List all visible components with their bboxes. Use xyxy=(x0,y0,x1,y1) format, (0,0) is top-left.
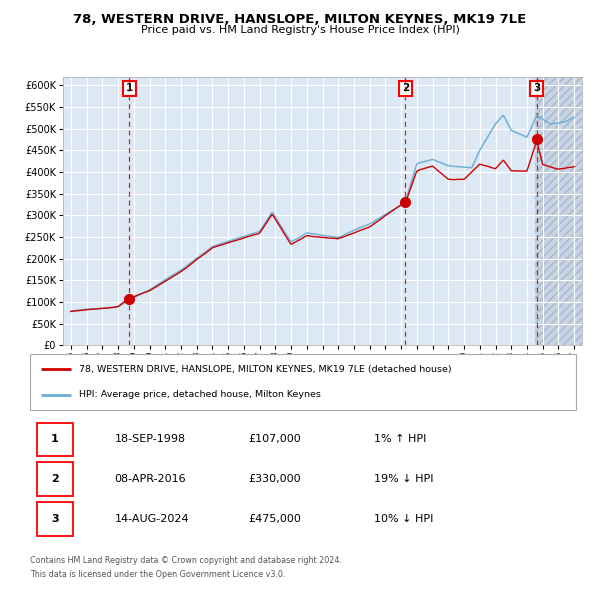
Text: 08-APR-2016: 08-APR-2016 xyxy=(115,474,186,484)
Text: 19% ↓ HPI: 19% ↓ HPI xyxy=(374,474,433,484)
FancyBboxPatch shape xyxy=(30,354,576,410)
Text: 14-AUG-2024: 14-AUG-2024 xyxy=(115,514,189,525)
FancyBboxPatch shape xyxy=(37,422,73,457)
Text: 3: 3 xyxy=(51,514,59,525)
Text: 1: 1 xyxy=(126,83,133,93)
Bar xyxy=(535,77,582,345)
Text: 1: 1 xyxy=(51,434,59,444)
Text: Price paid vs. HM Land Registry's House Price Index (HPI): Price paid vs. HM Land Registry's House … xyxy=(140,25,460,35)
Text: £107,000: £107,000 xyxy=(248,434,301,444)
Text: £475,000: £475,000 xyxy=(248,514,301,525)
Text: 1% ↑ HPI: 1% ↑ HPI xyxy=(374,434,427,444)
FancyBboxPatch shape xyxy=(37,502,73,536)
FancyBboxPatch shape xyxy=(37,463,73,496)
Text: Contains HM Land Registry data © Crown copyright and database right 2024.: Contains HM Land Registry data © Crown c… xyxy=(30,556,342,565)
Text: 18-SEP-1998: 18-SEP-1998 xyxy=(115,434,186,444)
Text: 10% ↓ HPI: 10% ↓ HPI xyxy=(374,514,433,525)
Text: 3: 3 xyxy=(533,83,541,93)
Text: £330,000: £330,000 xyxy=(248,474,301,484)
Bar xyxy=(535,77,582,345)
Text: 2: 2 xyxy=(51,474,59,484)
Text: HPI: Average price, detached house, Milton Keynes: HPI: Average price, detached house, Milt… xyxy=(79,391,321,399)
Text: 78, WESTERN DRIVE, HANSLOPE, MILTON KEYNES, MK19 7LE: 78, WESTERN DRIVE, HANSLOPE, MILTON KEYN… xyxy=(73,13,527,26)
Text: 78, WESTERN DRIVE, HANSLOPE, MILTON KEYNES, MK19 7LE (detached house): 78, WESTERN DRIVE, HANSLOPE, MILTON KEYN… xyxy=(79,365,452,373)
Text: 2: 2 xyxy=(402,83,409,93)
Text: This data is licensed under the Open Government Licence v3.0.: This data is licensed under the Open Gov… xyxy=(30,570,286,579)
